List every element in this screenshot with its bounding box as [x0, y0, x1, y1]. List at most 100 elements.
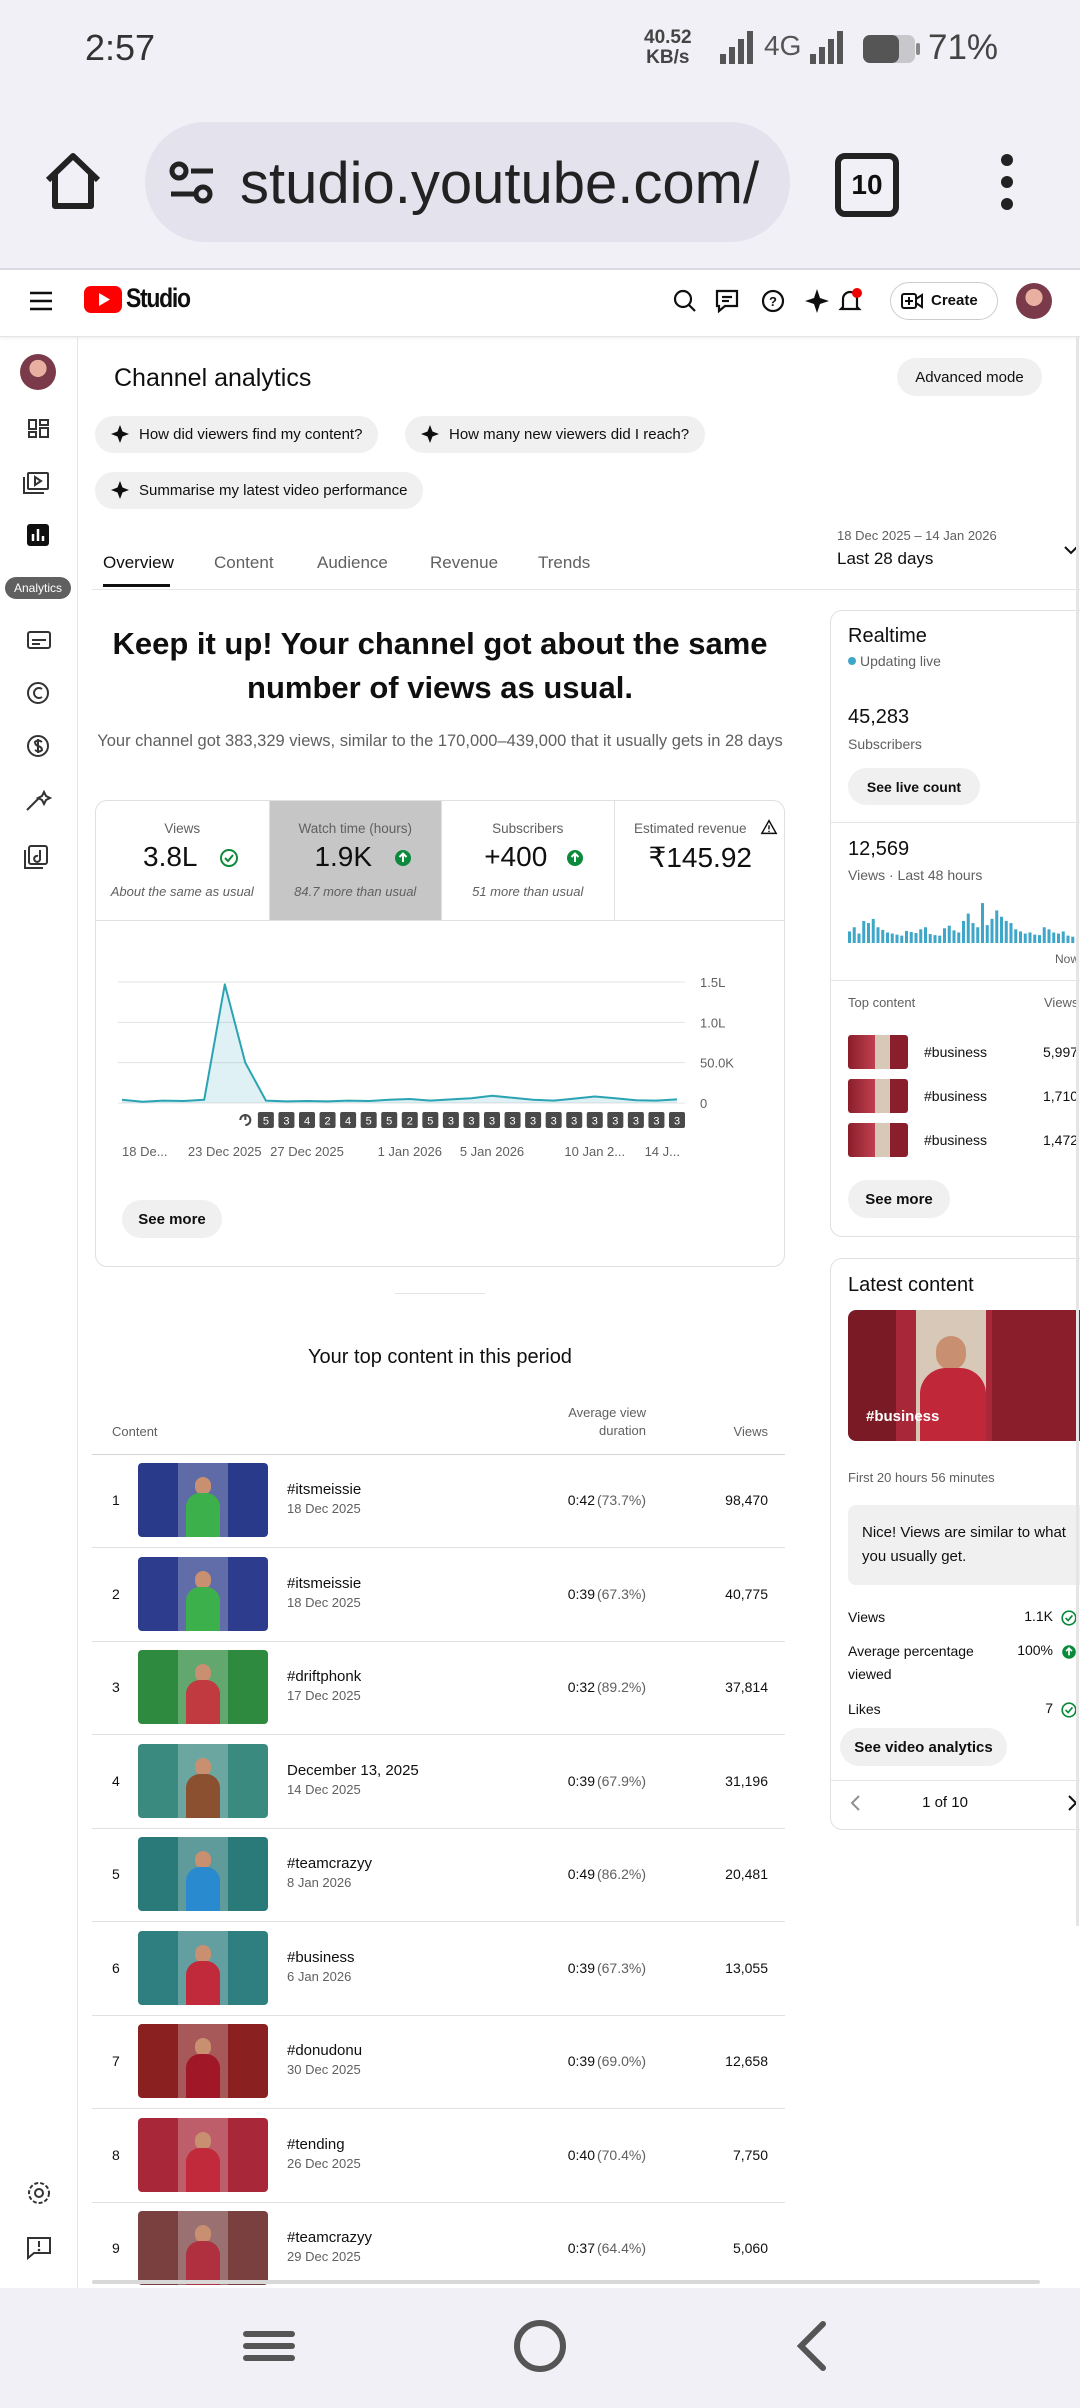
video-date: 29 Dec 2025 — [287, 2249, 361, 2264]
avg-percentage: (67.9%) — [596, 1772, 646, 1789]
video-date: 6 Jan 2026 — [287, 1968, 352, 1984]
suggestion-chip[interactable]: How did viewers find my content? — [95, 416, 379, 453]
tab-count[interactable]: 10 — [835, 153, 899, 217]
metric-value: +400 — [484, 841, 548, 872]
table-row[interactable] — [92, 1549, 785, 1642]
realtime-see-more[interactable]: See more — [848, 1180, 950, 1218]
address-bar[interactable]: studio.youtube.com/ — [145, 122, 790, 242]
headline-line: Keep it up! Your channel got about the s… — [112, 626, 768, 661]
video-date: 18 Dec 2025 — [287, 1594, 361, 1610]
video-analytics-button[interactable]: See video analytics — [840, 1728, 1007, 1766]
section-divider — [395, 1293, 485, 1294]
video-date: 8 Jan 2026 — [287, 1875, 352, 1890]
avg-percentage: (89.2%) — [596, 1679, 646, 1695]
analytics-tab[interactable]: Overview — [103, 553, 174, 572]
video-thumbnail[interactable] — [138, 1650, 268, 1724]
suggestion-chip[interactable]: How many new viewers did I reach? — [405, 416, 706, 453]
metric-tile[interactable]: Views 3.8L About the same as usual — [96, 801, 269, 921]
table-row[interactable] — [92, 1455, 785, 1548]
realtime-status: Updating live — [860, 653, 941, 669]
chip-label: How did viewers find my content? — [139, 426, 363, 443]
analytics-tab[interactable]: Audience — [317, 553, 388, 572]
analytics-tab[interactable]: Trends — [538, 553, 591, 572]
latest-title: Latest content — [848, 1274, 974, 1296]
header-icons[interactable]: ? — [668, 285, 898, 317]
period-selector[interactable]: Last 28 days — [837, 549, 934, 568]
metric-tile[interactable]: Watch time (hours) 1.9K 84.7 more than usu… — [268, 801, 441, 921]
video-views: 7,750 — [732, 2146, 768, 2163]
avg-duration: 0:39 — [567, 1585, 595, 1602]
thumb-figure — [186, 1960, 220, 2005]
speed-unit: KB/s — [646, 47, 690, 68]
menu-button[interactable] — [28, 289, 54, 313]
system-nav-buttons[interactable] — [0, 2288, 1080, 2408]
video-thumbnail[interactable] — [138, 1556, 268, 1631]
sparkle-icon — [111, 425, 129, 443]
youtube-logo[interactable] — [84, 285, 124, 315]
video-thumbnail[interactable] — [138, 1930, 268, 2005]
metric-tile[interactable]: Estimated revenue ₹145.92 — [613, 801, 784, 921]
site-settings-icon[interactable] — [169, 160, 215, 206]
metric-note: 51 more than usual — [472, 884, 584, 899]
horizontal-scrollbar — [92, 2280, 1040, 2284]
avg-duration: 0:39 — [567, 1959, 595, 1976]
period-dropdown[interactable] — [1062, 544, 1080, 558]
sidebar-icons[interactable] — [0, 400, 78, 880]
table-row[interactable] — [92, 1642, 785, 1735]
video-thumbnail[interactable] — [138, 2024, 268, 2098]
video-date: 17 Dec 2025 — [287, 1688, 361, 1703]
video-thumbnail[interactable] — [138, 1463, 268, 1537]
realtime-video-views: 1,472 — [1043, 1132, 1079, 1148]
analytics-tab[interactable]: Revenue — [430, 553, 499, 572]
analytics-tab[interactable]: Content — [214, 553, 274, 572]
avg-duration: 0:39 — [567, 1772, 595, 1789]
warning-icon — [760, 819, 777, 835]
realtime-subscribers-label: Subscribers — [848, 736, 922, 752]
create-button[interactable]: Create — [890, 282, 998, 320]
row-rank: 1 — [112, 1492, 120, 1508]
avg-duration: 0:40 — [567, 2146, 595, 2163]
network-type: 4G — [764, 30, 802, 61]
avg-percentage: (64.4%) — [596, 2240, 646, 2256]
browser-menu[interactable] — [995, 150, 1019, 214]
video-thumbnail[interactable] — [138, 2211, 268, 2285]
video-views: 98,470 — [725, 1492, 768, 1508]
speed-value: 40.52 — [644, 27, 692, 48]
pager-prev[interactable] — [848, 1793, 864, 1813]
video-thumbnail[interactable] — [138, 1743, 268, 1818]
table-row[interactable] — [92, 2016, 785, 2109]
table-row[interactable] — [92, 1923, 785, 2016]
latest-thumbnail[interactable]: #business — [848, 1310, 1080, 1441]
thumb-figure — [186, 2147, 220, 2192]
metric-value: 1.9K — [314, 841, 373, 872]
avg-percentage: (70.4%) — [596, 2146, 646, 2163]
realtime-thumbnail[interactable] — [848, 1123, 908, 1157]
stat-value: 100% — [1017, 1642, 1053, 1658]
chip-label: How many new viewers did I reach? — [449, 426, 690, 443]
thumb-figure — [936, 1336, 966, 1370]
realtime-subscribers: 45,283 — [848, 706, 910, 728]
live-count-button[interactable]: See live count — [848, 768, 980, 805]
advanced-mode-button[interactable]: Advanced mode — [897, 358, 1042, 396]
realtime-thumbnail[interactable] — [848, 1035, 908, 1069]
realtime-thumbnail[interactable] — [848, 1079, 908, 1113]
avg-percentage: (67.3%) — [596, 1959, 646, 1976]
account-avatar[interactable] — [1016, 283, 1052, 319]
row-rank: 3 — [112, 1679, 120, 1695]
table-row[interactable] — [92, 1736, 785, 1829]
video-thumbnail[interactable] — [138, 1837, 268, 1911]
metric-tile[interactable]: Subscribers +400 51 more than usual — [441, 801, 614, 921]
metric-note: 84.7 more than usual — [294, 884, 417, 899]
realtime-divider — [830, 822, 1080, 823]
table-row[interactable] — [92, 1829, 785, 1922]
sidebar-bottom-icons[interactable] — [0, 2170, 78, 2270]
see-more-button[interactable]: See more — [122, 1200, 222, 1238]
table-row[interactable] — [92, 2110, 785, 2203]
signal-icon — [810, 31, 843, 64]
channel-avatar[interactable] — [20, 354, 56, 390]
realtime-views: 12,569 — [848, 838, 910, 860]
suggestion-chip[interactable]: Summarise my latest video performance — [95, 472, 424, 509]
home-button[interactable] — [42, 150, 104, 212]
video-thumbnail[interactable] — [138, 2117, 268, 2192]
